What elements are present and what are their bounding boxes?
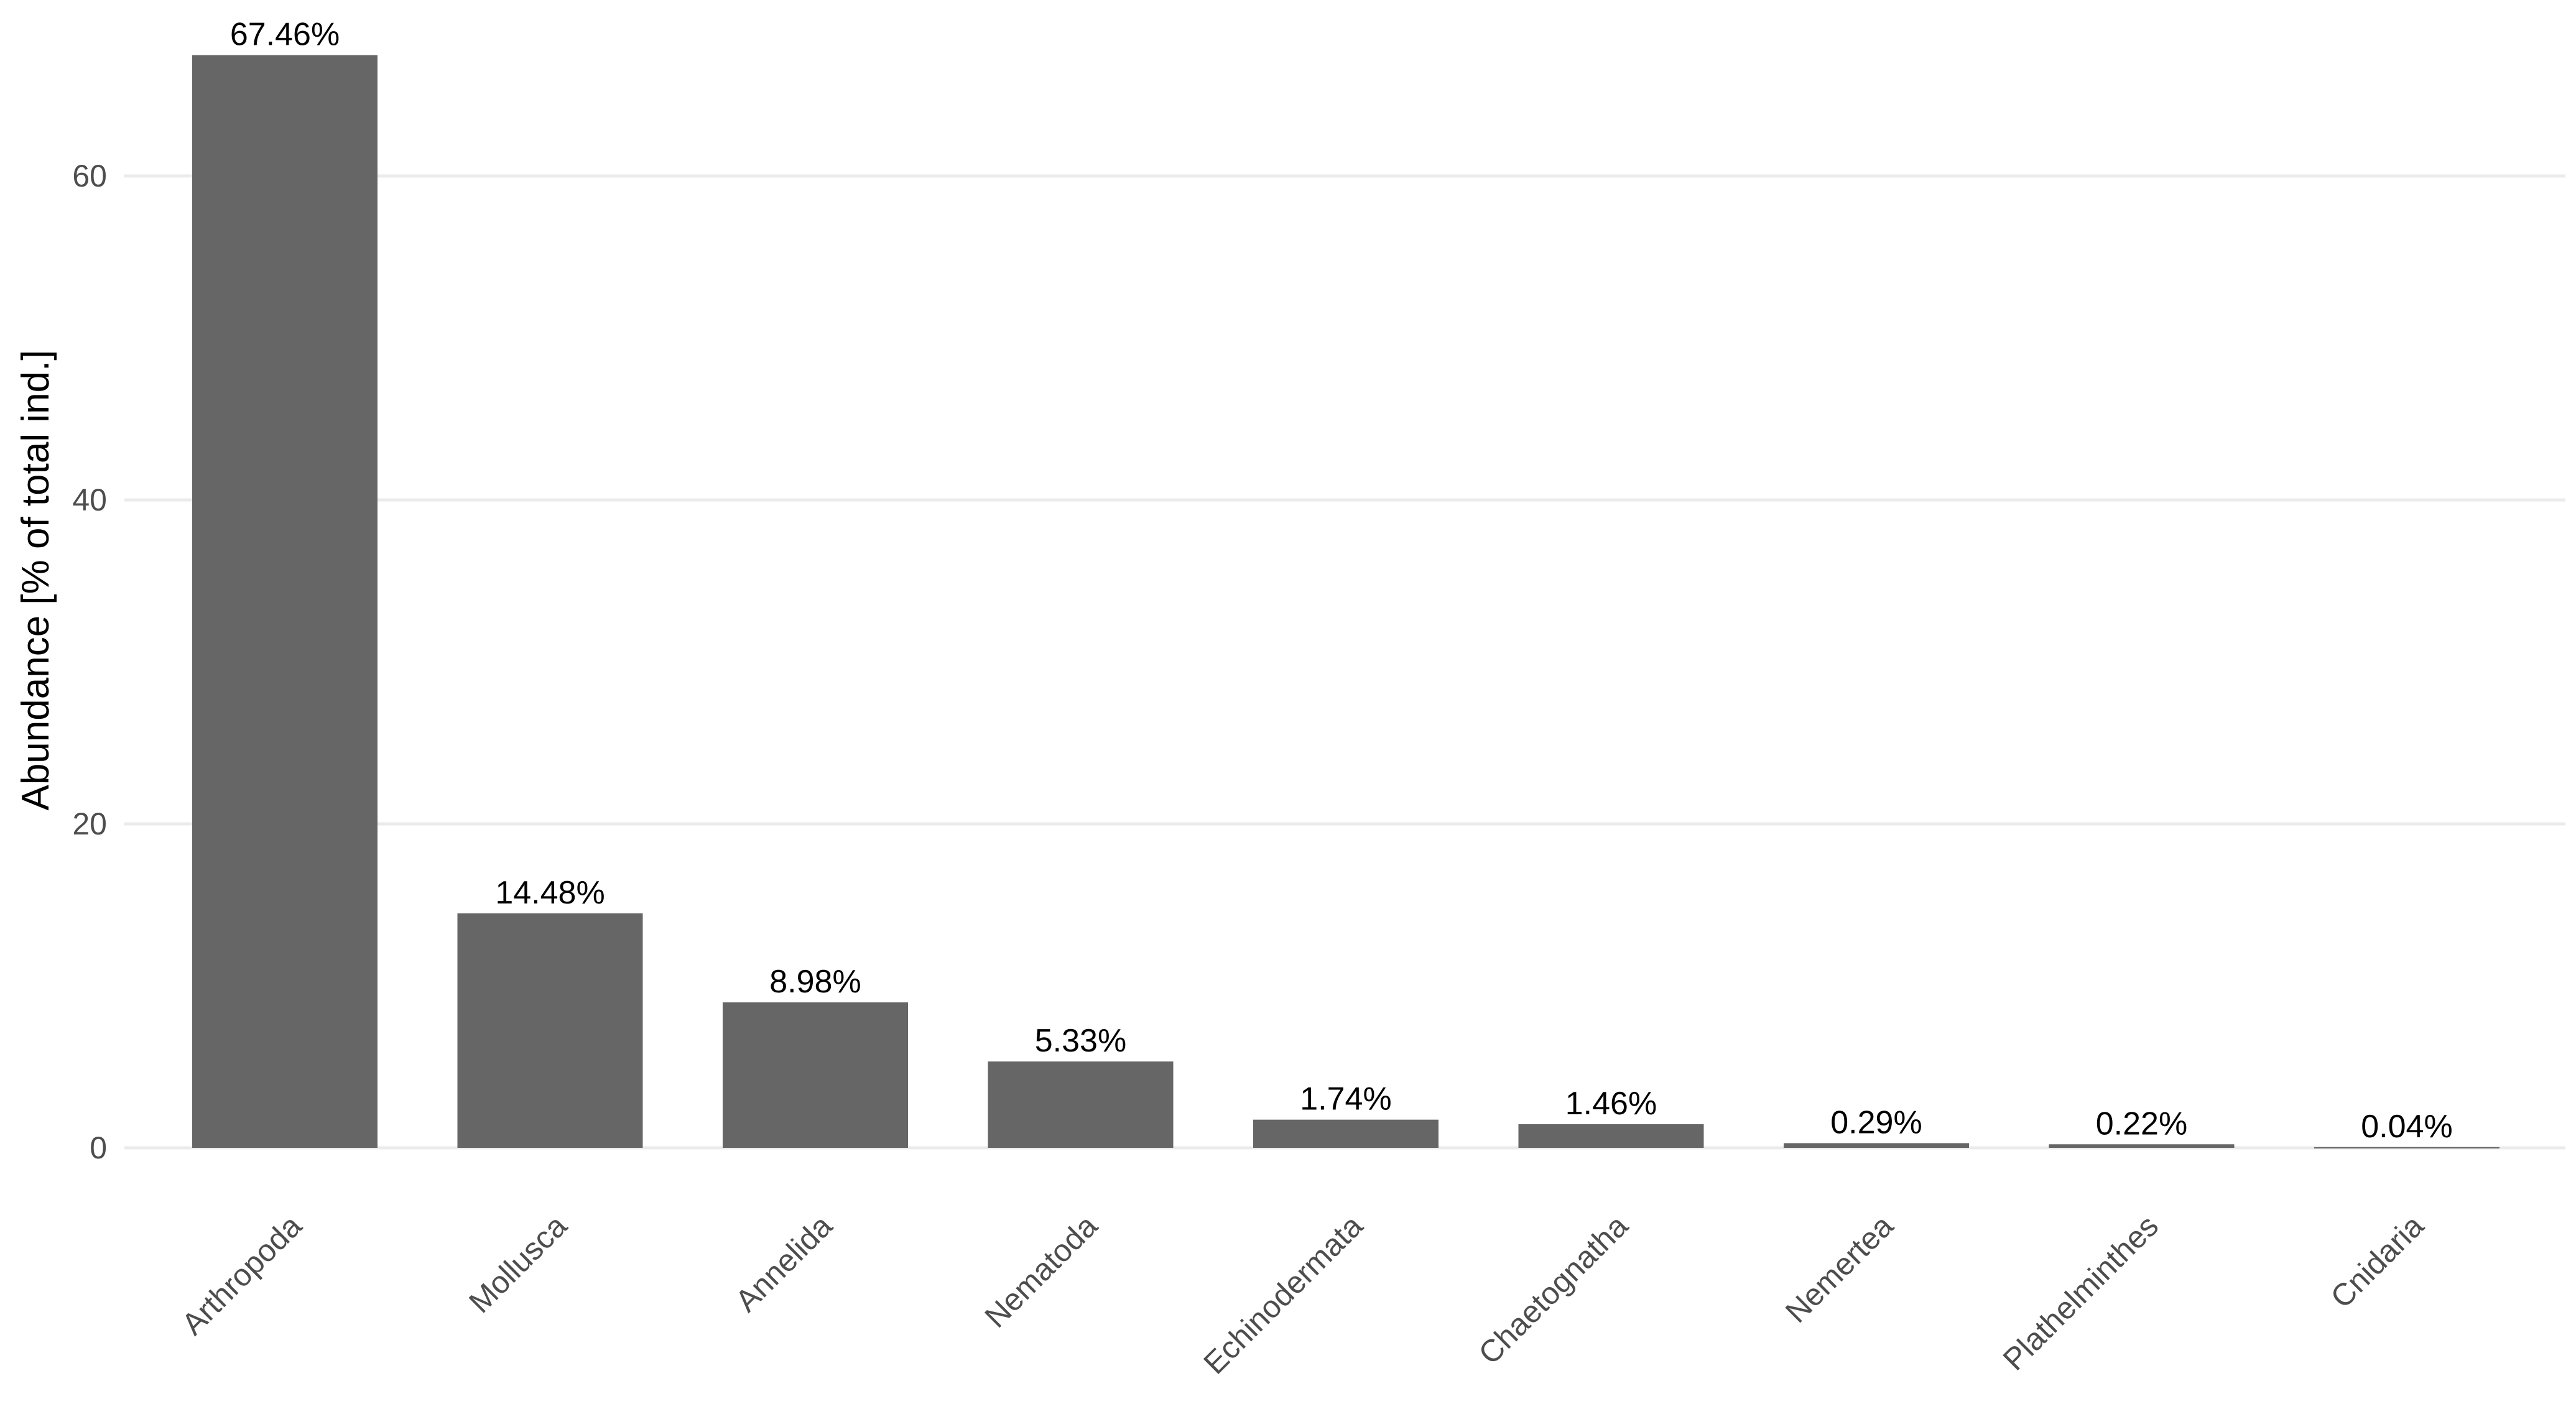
bar-annelida (723, 1002, 908, 1148)
data-label-arthropoda: 67.46% (230, 17, 340, 53)
bar-nematoda (988, 1061, 1174, 1148)
y-tick-label: 20 (72, 806, 107, 841)
data-label-nematoda: 5.33% (1035, 1023, 1126, 1059)
bars (192, 55, 2500, 1148)
x-tick-label-nemertea: Nemertea (1779, 1208, 1900, 1329)
y-axis-ticks: 0 20 40 60 (72, 159, 107, 1165)
bar-mollusca (457, 913, 643, 1148)
x-tick-label-annelida: Annelida (729, 1208, 839, 1318)
bar-chaetognatha (1518, 1124, 1704, 1148)
data-label-chaetognatha: 1.46% (1565, 1086, 1657, 1122)
data-label-mollusca: 14.48% (495, 875, 605, 911)
bar-plathelminthes (2049, 1144, 2235, 1148)
y-tick-label: 60 (72, 159, 107, 193)
data-label-plathelminthes: 0.22% (2096, 1106, 2187, 1142)
bar-echinodermata (1253, 1119, 1439, 1148)
x-tick-label-cnidaria: Cnidaria (2324, 1208, 2430, 1314)
x-tick-label-nematoda: Nematoda (978, 1208, 1105, 1334)
x-tick-label-chaetognatha: Chaetognatha (1472, 1208, 1635, 1371)
data-label-echinodermata: 1.74% (1300, 1081, 1391, 1117)
bar-cnidaria (2314, 1147, 2500, 1148)
x-tick-label-plathelminthes: Plathelminthes (1996, 1208, 2166, 1377)
bar-arthropoda (192, 55, 378, 1148)
data-label-nemertea: 0.29% (1830, 1104, 1922, 1140)
x-tick-label-mollusca: Mollusca (462, 1208, 573, 1319)
data-label-annelida: 8.98% (769, 964, 861, 1000)
x-tick-label-arthropoda: Arthropoda (175, 1208, 308, 1342)
data-label-cnidaria: 0.04% (2361, 1109, 2452, 1145)
bar-nemertea (1784, 1143, 1969, 1148)
y-tick-label: 40 (72, 483, 107, 517)
data-labels: 67.46% 14.48% 8.98% 5.33% 1.74% 1.46% 0.29% 0.2… (230, 17, 2453, 1145)
x-axis-category-labels: Arthropoda Mollusca Annelida Nematoda Echino… (175, 1208, 2430, 1381)
y-axis-title: Abundance [% of total ind.] (14, 349, 57, 810)
y-tick-label: 0 (90, 1130, 107, 1165)
x-tick-label-echinodermata: Echinodermata (1197, 1208, 1369, 1381)
